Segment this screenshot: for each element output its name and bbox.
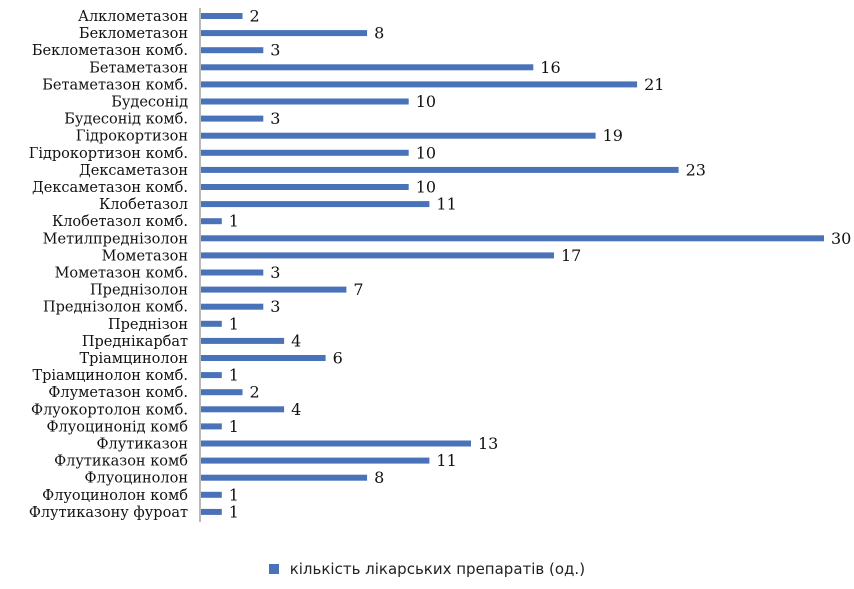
value-label: 10 — [416, 92, 436, 111]
category-label: Гідрокортизон — [76, 129, 188, 145]
bar — [201, 372, 222, 379]
value-label: 1 — [229, 502, 239, 521]
value-label: 8 — [374, 24, 384, 43]
bar — [201, 320, 222, 327]
value-label: 1 — [229, 366, 239, 385]
value-label: 8 — [374, 468, 384, 487]
category-label: Клобетазол — [99, 197, 188, 213]
bar — [201, 64, 534, 71]
category-label: Флутиказон комб — [54, 454, 188, 470]
value-label: 3 — [270, 263, 280, 282]
bar — [201, 286, 347, 293]
value-label: 13 — [478, 434, 498, 453]
value-label: 1 — [229, 314, 239, 333]
value-label: 1 — [229, 417, 239, 436]
bar — [201, 30, 368, 37]
bar — [201, 269, 264, 276]
value-label: 11 — [436, 195, 456, 214]
value-label: 4 — [291, 331, 301, 350]
value-label: 6 — [333, 349, 343, 368]
category-label: Дексаметазон комб. — [32, 180, 188, 196]
category-label: Беклометазон комб. — [32, 43, 188, 59]
bar — [201, 440, 471, 447]
value-label: 16 — [540, 58, 560, 77]
bar — [201, 491, 222, 498]
legend-label: кількість лікарських препаратів (од.) — [289, 560, 586, 578]
category-label: Будесонід комб. — [64, 112, 188, 128]
category-label: Тріамцинолон комб. — [32, 368, 188, 384]
category-label: Метилпреднізолон — [43, 231, 188, 247]
value-label: 4 — [291, 400, 301, 419]
bar — [201, 98, 409, 105]
category-label: Мометазон — [102, 248, 188, 264]
bar — [201, 47, 264, 54]
bar — [201, 337, 285, 344]
bar — [201, 132, 596, 139]
bar — [201, 355, 326, 361]
value-label: 10 — [416, 178, 436, 197]
category-label: Алклометазон — [78, 9, 188, 25]
bar — [201, 218, 222, 225]
value-label: 2 — [250, 383, 260, 402]
bar — [201, 13, 243, 19]
bar — [201, 474, 368, 481]
value-label: 3 — [270, 109, 280, 128]
category-label: Дексаметазон — [79, 163, 188, 179]
bar — [201, 423, 222, 430]
bar — [201, 457, 430, 464]
bar — [201, 252, 554, 259]
category-label: Флуоцинолон комб — [42, 488, 188, 504]
category-label: Мометазон комб. — [55, 266, 188, 282]
category-label: Тріамцинолон — [79, 351, 188, 367]
value-label: 23 — [686, 160, 706, 179]
bar — [201, 201, 430, 208]
bar — [201, 235, 824, 242]
bar — [201, 81, 638, 88]
bar — [201, 184, 409, 190]
category-label: Флутиказон — [97, 437, 188, 453]
value-label: 7 — [353, 280, 363, 299]
category-label: Преднізолон — [90, 283, 188, 299]
bar — [201, 149, 409, 156]
category-label: Преднізолон комб. — [43, 300, 188, 316]
value-label: 21 — [644, 75, 664, 94]
value-label: 3 — [270, 297, 280, 316]
value-label: 11 — [436, 451, 456, 470]
category-label: Флуоцинонід комб — [46, 419, 188, 435]
category-label: Флуокортолон комб. — [31, 402, 188, 418]
bar — [201, 115, 264, 122]
value-label: 3 — [270, 41, 280, 60]
value-label: 1 — [229, 212, 239, 231]
category-label: Флутиказону фуроат — [29, 505, 188, 521]
bar — [201, 303, 264, 310]
category-label: Бетаметазон — [89, 60, 188, 76]
value-label: 2 — [250, 7, 260, 26]
category-label: Преднікарбат — [82, 334, 188, 350]
category-label: Будесонід — [111, 95, 188, 111]
category-label: Флуметазон комб. — [48, 385, 188, 401]
legend-swatch — [268, 564, 279, 574]
category-label: Бетаметазон комб. — [42, 77, 188, 93]
category-label: Флуоцинолон — [85, 471, 189, 487]
value-label: 30 — [831, 229, 851, 248]
value-label: 10 — [416, 143, 436, 162]
bar — [201, 406, 285, 413]
legend: кількість лікарських препаратів (од.) — [0, 560, 854, 578]
bar — [201, 389, 243, 396]
category-label: Беклометазон — [79, 26, 188, 42]
category-label: Клобетазол комб. — [52, 214, 188, 230]
value-label: 19 — [603, 126, 623, 145]
category-label: Гідрокортизон комб. — [29, 146, 188, 162]
value-label: 17 — [561, 246, 581, 265]
bar — [201, 166, 679, 173]
bar — [201, 508, 222, 515]
value-label: 1 — [229, 485, 239, 504]
category-label: Преднізон — [108, 317, 188, 333]
